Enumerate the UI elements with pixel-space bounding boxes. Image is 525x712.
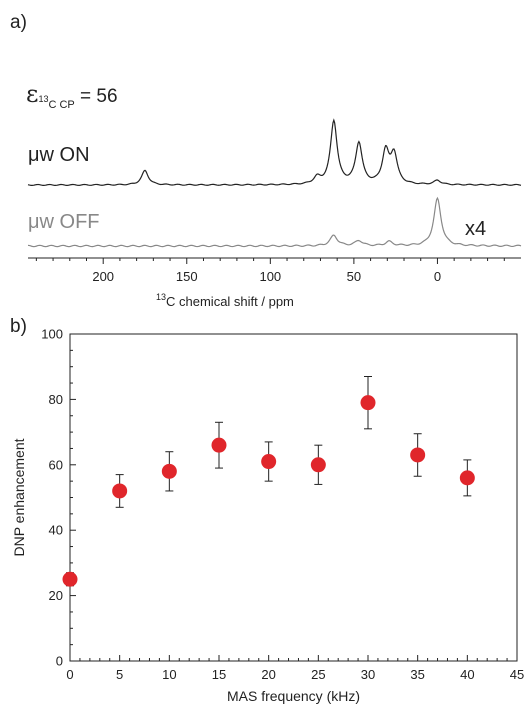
y-tick-label: 60 <box>49 457 63 472</box>
data-point <box>459 470 475 486</box>
panel-b-label: b) <box>10 316 27 337</box>
y-tick-label: 100 <box>41 327 63 342</box>
x-tick-label: 35 <box>410 667 424 682</box>
x-tick-label: 0 <box>434 269 441 284</box>
x-tick-label: 100 <box>259 269 281 284</box>
x-tick-label: 45 <box>510 667 524 682</box>
data-point <box>211 437 227 453</box>
panel-a-xlabel: 13C chemical shift / ppm <box>156 292 294 309</box>
trace-on-label: μw ON <box>28 144 90 166</box>
data-point <box>62 571 78 587</box>
x-tick-label: 40 <box>460 667 474 682</box>
x-tick-label: 15 <box>212 667 226 682</box>
data-point <box>360 395 376 411</box>
data-point <box>161 463 177 479</box>
scale-label: x4 <box>465 218 487 240</box>
x-axis-title: MAS frequency (kHz) <box>227 688 360 704</box>
x-tick-label: 25 <box>311 667 325 682</box>
data-point <box>112 483 128 499</box>
enhancement-value: = 56 <box>74 86 118 107</box>
y-tick-label: 0 <box>56 654 63 669</box>
x-tick-label: 5 <box>116 667 123 682</box>
enhancement-scatter-panel: 0 5 10 15 20 25 30 35 40 45 0 20 40 60 80 100 MAS freque… <box>11 327 524 705</box>
x-tick-label: 150 <box>176 269 198 284</box>
x-tick-label: 30 <box>361 667 375 682</box>
y-tick-label: 80 <box>49 392 63 407</box>
x-tick-label: 200 <box>92 269 114 284</box>
y-tick-label: 40 <box>49 523 63 538</box>
trace-off-label: μw OFF <box>28 211 100 233</box>
plot-frame <box>69 333 518 662</box>
spectrum-trace-on <box>27 118 522 186</box>
y-axis-title: DNP enhancement <box>11 438 27 556</box>
data-point <box>310 457 326 473</box>
panel-a-label: a) <box>10 12 27 33</box>
x-tick-label: 20 <box>261 667 275 682</box>
enhancement-annotation: ε13C CP = 56 <box>26 80 118 111</box>
spectrum-trace-off <box>27 196 522 248</box>
y-tick-label: 20 <box>49 588 63 603</box>
x-tick-label: 0 <box>66 667 73 682</box>
x-tick-label: 50 <box>347 269 361 284</box>
spectrum-panel: 200 150 100 50 0 <box>27 118 522 284</box>
data-point <box>410 447 426 463</box>
data-point <box>261 454 277 470</box>
epsilon-symbol: ε <box>26 80 39 108</box>
x-tick-label: 10 <box>162 667 176 682</box>
enhancement-subscript: 13C CP <box>38 94 75 111</box>
